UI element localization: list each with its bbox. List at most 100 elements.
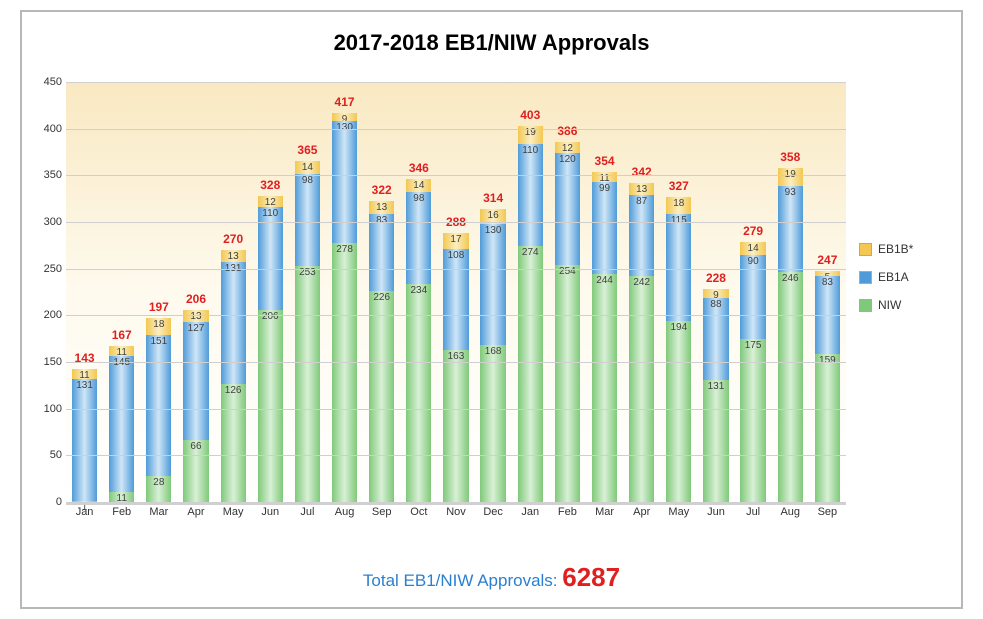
gridline: [66, 222, 846, 223]
segment-value-label: 14: [406, 179, 431, 191]
segment-value-label: 130: [332, 121, 357, 133]
segment-value-label: 13: [369, 201, 394, 213]
bar-segment-niw: 126: [221, 384, 246, 502]
segment-value-label: 88: [703, 298, 728, 310]
y-tick-label: 300: [36, 216, 62, 228]
bar-slot: 2061312766: [177, 82, 214, 502]
bar-segment-eb1a: 108: [443, 249, 468, 350]
y-tick-label: 400: [36, 123, 62, 135]
bar-slot: 228988131: [697, 82, 734, 502]
chart-container: 2017-2018 EB1/NIW Approvals 143111311167…: [20, 10, 963, 609]
segment-value-label: 278: [332, 243, 357, 255]
y-tick-label: 150: [36, 356, 62, 368]
bar-slot: 1671114511: [103, 82, 140, 502]
bar-total-label: 403: [520, 108, 540, 122]
bar-total-label: 279: [743, 224, 763, 238]
bar: 3461498234: [406, 179, 431, 502]
segment-value-label: 244: [592, 274, 617, 286]
bar-segment-eb1a: 83: [369, 214, 394, 291]
x-tick-label: Jan: [512, 506, 549, 524]
gridline: [66, 409, 846, 410]
bar-segment-eb1b: 9: [332, 113, 357, 121]
bar-segment-eb1a: 145: [109, 356, 134, 491]
segment-value-label: 83: [369, 214, 394, 226]
bar-segment-eb1a: 90: [740, 255, 765, 339]
bar-total-label: 417: [335, 95, 355, 109]
segment-value-label: 28: [146, 476, 171, 488]
bar-slot: 3461498234: [400, 82, 437, 502]
gridline: [66, 82, 846, 83]
bar-slot: 354 1199244: [586, 82, 623, 502]
x-tick-label: Nov: [437, 506, 474, 524]
bar-total-label: 314: [483, 191, 503, 205]
bar: 3221383226: [369, 201, 394, 502]
x-tick-label: Jun: [252, 506, 289, 524]
segment-value-label: 126: [221, 384, 246, 396]
bars-group: 1431113111671114511197181512820613127662…: [66, 82, 846, 502]
bar-total-label: 354: [595, 154, 615, 168]
bar-slot: 3421387242: [623, 82, 660, 502]
bar-total-label: 270: [223, 232, 243, 246]
gridline: [66, 175, 846, 176]
segment-value-label: 14: [295, 161, 320, 173]
legend: EB1B*EB1ANIW: [859, 242, 951, 326]
bar-segment-niw: 242: [629, 276, 654, 502]
footer: Total EB1/NIW Approvals: 6287: [22, 562, 961, 593]
segment-value-label: 194: [666, 321, 691, 333]
bar-total-label: 206: [186, 292, 206, 306]
gridline: [66, 315, 846, 316]
segment-value-label: 12: [555, 142, 580, 154]
bar-slot: 247583159: [809, 82, 846, 502]
bar: 4179130278: [332, 113, 357, 502]
segment-value-label: 12: [258, 196, 283, 208]
bar: 143111311: [72, 369, 97, 502]
x-tick-label: May: [215, 506, 252, 524]
bar-segment-eb1a: 120: [555, 153, 580, 265]
bar-segment-eb1b: 13: [369, 201, 394, 213]
bar-segment-eb1a: 99: [592, 182, 617, 274]
x-tick-label: Dec: [475, 506, 512, 524]
gridline: [66, 269, 846, 270]
bar-segment-eb1a: 130: [480, 224, 505, 345]
x-tick-label: Jul: [735, 506, 772, 524]
segment-value-label: 66: [183, 440, 208, 452]
bar-segment-eb1b: 13: [629, 183, 654, 195]
bar-total-label: 365: [297, 143, 317, 157]
bar-segment-niw: 11: [109, 492, 134, 502]
x-tick-label: Sep: [809, 506, 846, 524]
x-axis-labels: JanFebMarAprMayJunJulAugSepOctNovDecJanF…: [66, 506, 846, 524]
bar-segment-eb1b: 14: [740, 242, 765, 255]
x-tick-label: Jan: [66, 506, 103, 524]
bar-slot: 31416130168: [475, 82, 512, 502]
bar-slot: 32718115194: [660, 82, 697, 502]
segment-value-label: 13: [629, 183, 654, 195]
legend-label: EB1A: [878, 270, 909, 284]
bar: 28817108163: [443, 233, 468, 502]
bar-total-label: 167: [112, 328, 132, 342]
x-tick-label: May: [660, 506, 697, 524]
bar-segment-niw: 274: [518, 246, 543, 502]
legend-item-niw: NIW: [859, 298, 951, 312]
segment-value-label: 242: [629, 276, 654, 288]
bar-segment-eb1a: 87: [629, 195, 654, 276]
bar: 40319110274: [518, 126, 543, 502]
segment-value-label: 14: [740, 242, 765, 254]
x-tick-label: Mar: [140, 506, 177, 524]
bar: 247583159: [815, 271, 840, 502]
segment-value-label: 90: [740, 255, 765, 267]
bar: 38612120254: [555, 142, 580, 502]
bar-segment-eb1b: 11: [592, 172, 617, 182]
bar-total-label: 386: [557, 124, 577, 138]
bar-segment-eb1b: 14: [295, 161, 320, 174]
bar-segment-eb1b: 12: [555, 142, 580, 153]
bar-total-label: 247: [817, 253, 837, 267]
bar-segment-niw: 206: [258, 310, 283, 502]
segment-value-label: 83: [815, 276, 840, 288]
bar-segment-eb1a: 127: [183, 322, 208, 441]
y-tick-label: 250: [36, 263, 62, 275]
bar-slot: 32812110206: [252, 82, 289, 502]
segment-value-label: 115: [666, 214, 691, 226]
segment-value-label: 18: [666, 197, 691, 209]
y-tick-label: 350: [36, 169, 62, 181]
legend-label: NIW: [878, 298, 901, 312]
